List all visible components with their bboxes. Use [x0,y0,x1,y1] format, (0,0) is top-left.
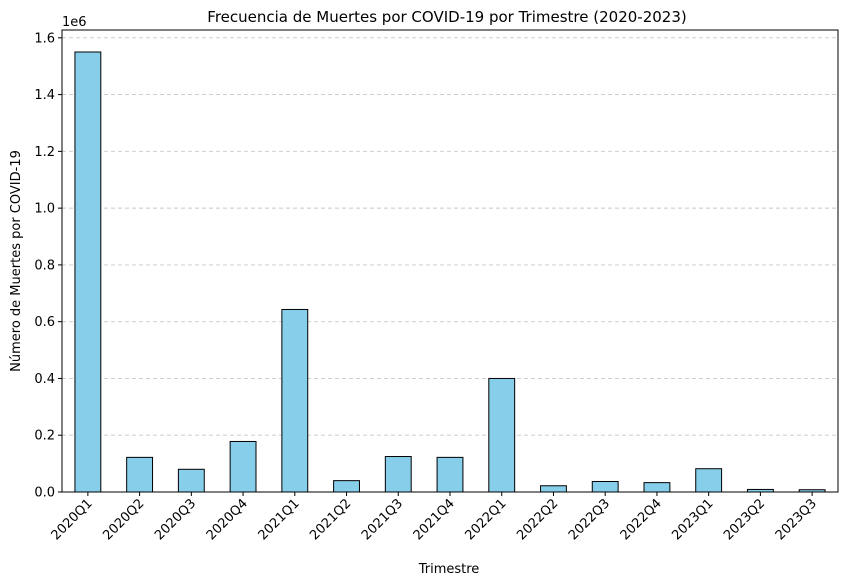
y-tick-label: 0.6 [34,315,55,330]
bar-2022Q1 [488,377,516,493]
bar-2021Q4 [436,456,464,493]
x-tick-label: 2021Q2 [307,496,354,543]
x-tick-label: 2023Q3 [773,496,820,543]
bar-2020Q4 [229,440,257,493]
y-tick-label: 1.2 [34,145,55,160]
x-tick-label: 2022Q2 [514,496,561,543]
bar-2022Q2 [540,485,567,493]
y-tick-label: 0.4 [34,372,55,387]
y-tick-label: 0.8 [34,258,55,273]
bars [74,51,826,493]
y-tick-label: 1.6 [34,31,55,46]
x-tick-label: 2020Q2 [100,496,147,543]
bar-2021Q2 [333,480,360,493]
bar-2021Q3 [384,456,412,493]
y-tick-label: 1.4 [34,88,55,103]
x-tick-label: 2020Q3 [152,496,199,543]
x-tick-label: 2021Q3 [359,496,406,543]
y-axis-ticks: 0.0 0.2 0.4 0.6 0.8 1.0 1.2 1.4 1.6 [34,31,62,501]
x-tick-label: 2020Q4 [204,496,251,543]
bar-2022Q4 [643,482,671,493]
x-tick-label: 2022Q1 [462,496,509,543]
y-axis-label: Número de Muertes por COVID-19 [9,150,24,372]
y-tick-label: 0.0 [34,486,55,501]
x-tick-label: 2021Q1 [256,496,303,543]
x-axis-label: Trimestre [418,562,480,577]
y-tick-label: 0.2 [34,429,55,444]
bar-2020Q1 [74,51,102,493]
x-tick-label: 2023Q1 [669,496,716,543]
x-tick-label: 2021Q4 [411,496,458,543]
chart-title: Frecuencia de Muertes por COVID-19 por T… [207,8,686,26]
bar-2023Q1 [695,468,723,493]
x-tick-label: 2022Q4 [618,496,665,543]
x-tick-label: 2020Q1 [49,496,96,543]
bar-2020Q2 [126,456,154,493]
y-offset-label: 1e6 [62,15,87,30]
y-tick-label: 1.0 [34,202,55,217]
x-tick-label: 2023Q2 [721,496,768,543]
bar-2020Q3 [177,468,205,493]
plot-frame [61,29,839,493]
bar-2022Q3 [591,480,619,493]
x-axis-ticks: 2020Q1 2020Q2 2020Q3 2020Q4 2021Q1 2021Q2 2021… [49,492,820,543]
grid [62,37,838,493]
bar-2021Q1 [281,308,309,493]
x-tick-label: 2022Q3 [566,496,613,543]
